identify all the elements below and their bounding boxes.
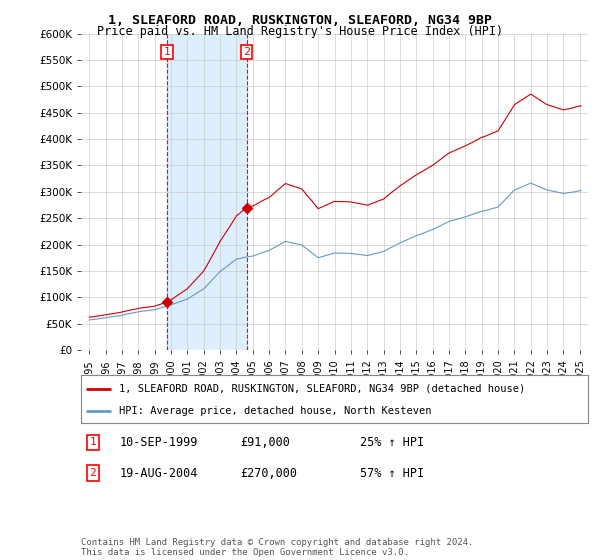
Text: 19-AUG-2004: 19-AUG-2004 xyxy=(120,466,199,480)
Text: 2: 2 xyxy=(89,468,97,478)
Text: Contains HM Land Registry data © Crown copyright and database right 2024.
This d: Contains HM Land Registry data © Crown c… xyxy=(81,538,473,557)
Text: £270,000: £270,000 xyxy=(240,466,297,480)
Text: 1, SLEAFORD ROAD, RUSKINGTON, SLEAFORD, NG34 9BP (detached house): 1, SLEAFORD ROAD, RUSKINGTON, SLEAFORD, … xyxy=(119,384,525,394)
Text: 1: 1 xyxy=(163,47,170,57)
Text: 57% ↑ HPI: 57% ↑ HPI xyxy=(360,466,424,480)
Text: 1, SLEAFORD ROAD, RUSKINGTON, SLEAFORD, NG34 9BP: 1, SLEAFORD ROAD, RUSKINGTON, SLEAFORD, … xyxy=(108,14,492,27)
Text: Price paid vs. HM Land Registry's House Price Index (HPI): Price paid vs. HM Land Registry's House … xyxy=(97,25,503,38)
Text: 2: 2 xyxy=(243,47,250,57)
Text: 25% ↑ HPI: 25% ↑ HPI xyxy=(360,436,424,449)
Text: 1: 1 xyxy=(89,437,97,447)
Text: £91,000: £91,000 xyxy=(240,436,290,449)
Text: 10-SEP-1999: 10-SEP-1999 xyxy=(120,436,199,449)
Text: HPI: Average price, detached house, North Kesteven: HPI: Average price, detached house, Nort… xyxy=(119,406,431,416)
Bar xyxy=(167,34,247,350)
